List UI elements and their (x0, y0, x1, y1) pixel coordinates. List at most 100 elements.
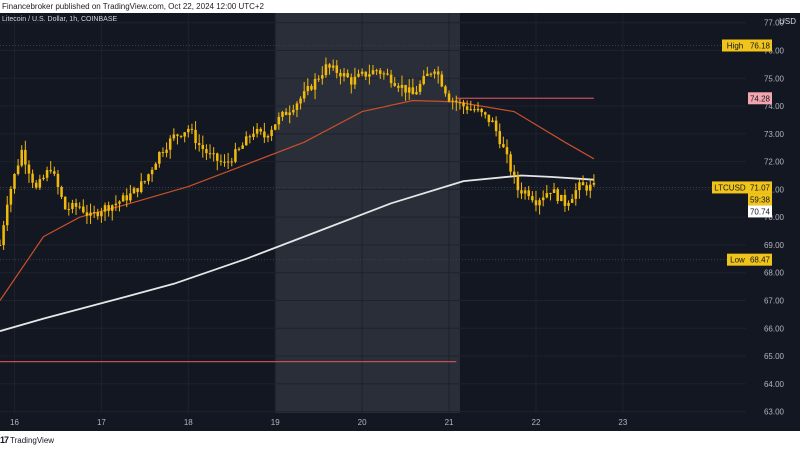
candle-body (49, 170, 52, 172)
candle-body (440, 74, 444, 87)
candle-body (263, 131, 266, 138)
y-tick-label: 67.00 (764, 297, 785, 306)
candle-body (436, 71, 440, 75)
candle-body (197, 143, 201, 145)
candle-body (491, 120, 494, 123)
high-badge-value-bg (748, 39, 772, 52)
candle-body (426, 73, 429, 76)
candle-body (404, 84, 407, 93)
candle-body (0, 244, 2, 246)
symbol-title: Litecoin / U.S. Dollar, 1h, COINBASE (2, 16, 118, 23)
candle-body (237, 148, 241, 150)
candle-body (433, 71, 436, 74)
candle-body (143, 181, 147, 183)
candle-body (339, 72, 342, 77)
candle-body (16, 165, 20, 174)
candle-body (386, 73, 389, 75)
current-price-badge-label: LTCUSD (714, 183, 746, 192)
currency-label: USD (779, 17, 796, 26)
candle-body (592, 182, 596, 185)
candle-body (516, 175, 520, 191)
candle-body (360, 71, 364, 74)
y-tick-label: 69.00 (764, 241, 785, 250)
candle-body (502, 144, 505, 148)
candle-body (534, 200, 538, 206)
candle-body (190, 128, 194, 130)
candle-body (132, 188, 136, 194)
candle-body (364, 71, 368, 77)
candle-body (292, 109, 295, 113)
candle-body (100, 211, 103, 217)
y-tick-label: 74.00 (764, 102, 785, 111)
countdown-value: 59:38 (750, 195, 771, 204)
candle-body (179, 135, 183, 137)
candle-body (212, 153, 215, 155)
candle-body (273, 124, 277, 130)
candle-body (38, 179, 42, 188)
candle-body (129, 193, 132, 201)
candle-body (469, 109, 473, 111)
candle-body (418, 83, 422, 92)
candle-body (378, 70, 382, 74)
candle-body (429, 73, 433, 75)
candle-body (266, 136, 270, 138)
candle-body (317, 78, 320, 80)
x-tick-label: 21 (445, 418, 454, 427)
candle-body (219, 160, 223, 162)
candle-body (24, 149, 27, 165)
candle-body (234, 149, 237, 162)
candle-body (531, 196, 534, 201)
current-price-badge-value: 71.07 (750, 183, 771, 192)
candle-body (538, 200, 541, 206)
candle-body (512, 171, 516, 176)
candle-body (63, 196, 67, 210)
candle-body (397, 85, 400, 88)
candle-body (342, 73, 346, 77)
candle-body (494, 120, 498, 132)
candle-body (335, 65, 339, 73)
candle-body (284, 111, 288, 115)
candle-body (411, 87, 415, 95)
candle-body (172, 134, 176, 139)
candle-body (552, 189, 556, 193)
candle-body (321, 75, 324, 79)
y-tick-label: 63.00 (764, 408, 785, 417)
candle-body (585, 185, 588, 191)
candle-body (248, 136, 252, 138)
candle-body (114, 203, 118, 206)
candle-body (226, 161, 230, 163)
chart-panel[interactable]: 77.00 76.00 75.00 74.00 73.00 72.00 71.00 70.00… (0, 13, 800, 431)
candle-body (331, 65, 335, 68)
candle-body (465, 106, 469, 110)
resistance-badge-value: 74.28 (750, 94, 771, 103)
candle-body (103, 205, 107, 212)
candle-body (357, 73, 360, 77)
candle-body (161, 152, 165, 154)
y-tick-label: 66.00 (764, 324, 785, 333)
candle-body (447, 93, 451, 102)
ma-fast-line (0, 99, 595, 301)
high-badge-value: 76.18 (750, 42, 771, 51)
candle-body (306, 85, 310, 92)
candle-body (9, 188, 13, 205)
candle-body (487, 114, 491, 123)
candle-body (176, 134, 179, 136)
candle-body (118, 201, 121, 204)
candle-body (89, 212, 92, 216)
tradingview-logo[interactable]: 17 TradingView (0, 435, 54, 445)
ma-slow-line (0, 174, 594, 332)
candle-body (455, 100, 458, 103)
candle-body (310, 85, 313, 90)
candle-body (53, 171, 56, 174)
candle-body (295, 103, 299, 110)
candle-body (371, 70, 375, 75)
candle-body (5, 204, 9, 226)
candle-body (299, 98, 302, 104)
candle-body (244, 136, 248, 146)
candle-body (270, 129, 273, 137)
y-tick-label: 76.00 (764, 47, 785, 56)
y-tick-label: 72.00 (764, 158, 785, 167)
candle-body (183, 132, 186, 137)
candlestick-chart[interactable]: 77.00 76.00 75.00 74.00 73.00 72.00 71.00 70.00… (0, 13, 800, 431)
y-tick-label: 77.00 (764, 19, 785, 28)
